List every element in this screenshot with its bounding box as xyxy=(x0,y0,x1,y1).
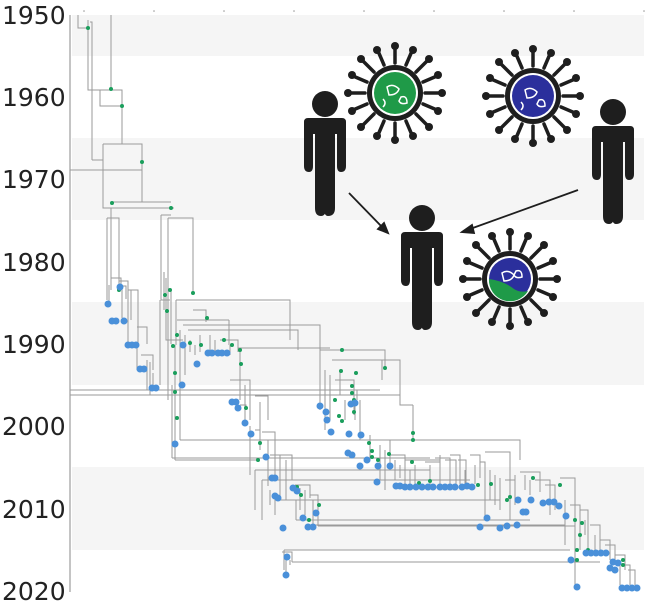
y-label-1950: 1950 xyxy=(2,1,66,30)
arrow-right-to-child-icon xyxy=(459,189,579,235)
y-label-2010: 2010 xyxy=(2,495,66,524)
virus-blue-icon xyxy=(482,45,584,147)
virus-recombinant-icon xyxy=(459,228,561,330)
time-bands xyxy=(72,15,644,550)
tree-branches xyxy=(70,15,636,585)
y-label-1970: 1970 xyxy=(2,165,66,194)
y-label-1990: 1990 xyxy=(2,330,66,359)
internal-nodes xyxy=(86,26,625,567)
y-label-1980: 1980 xyxy=(2,248,66,277)
y-label-2000: 2000 xyxy=(2,412,66,441)
arrow-left-to-child-icon xyxy=(348,192,390,235)
top-ticks xyxy=(83,10,645,12)
y-label-2020: 2020 xyxy=(2,577,66,606)
tip-nodes xyxy=(104,283,641,592)
y-label-1960: 1960 xyxy=(2,83,66,112)
virus-green-icon xyxy=(344,42,446,144)
